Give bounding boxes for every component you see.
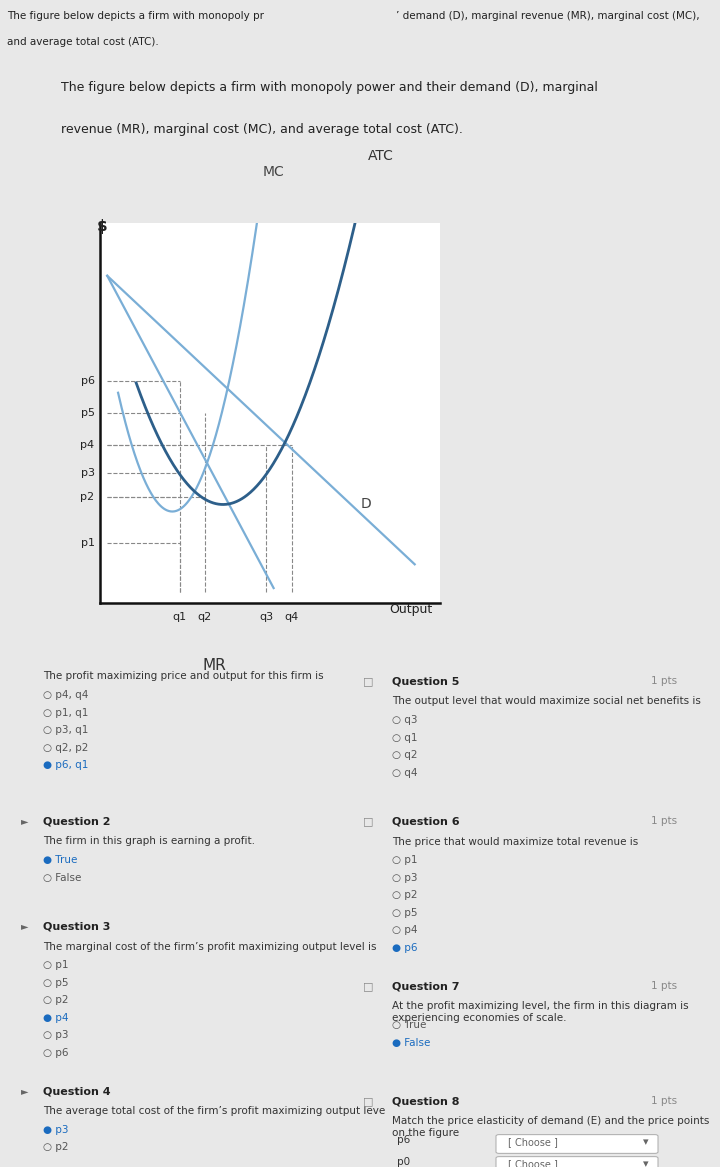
Text: D: D	[361, 497, 372, 511]
Text: ○ p1: ○ p1	[392, 855, 418, 865]
Text: p1: p1	[81, 538, 94, 548]
Text: ○ p5: ○ p5	[392, 908, 418, 917]
Text: ○ p2: ○ p2	[43, 1142, 69, 1153]
Text: The average total cost of the firm’s profit maximizing output level is: The average total cost of the firm’s pro…	[43, 1106, 400, 1116]
Text: ○ p4: ○ p4	[392, 925, 418, 935]
Text: □: □	[362, 981, 373, 991]
Text: ○ p2: ○ p2	[392, 890, 418, 900]
Text: ○ p3, q1: ○ p3, q1	[43, 725, 89, 735]
Text: Output: Output	[390, 603, 433, 616]
Text: ○ True: ○ True	[392, 1020, 427, 1030]
Text: The price that would maximize total revenue is: The price that would maximize total reve…	[392, 837, 639, 846]
Text: ○ q4: ○ q4	[392, 768, 418, 777]
Text: Question 5: Question 5	[392, 676, 460, 686]
Text: Question 8: Question 8	[392, 1096, 460, 1106]
Text: and average total cost (ATC).: and average total cost (ATC).	[7, 37, 159, 48]
Text: p6: p6	[81, 376, 94, 386]
Text: ATC: ATC	[368, 148, 394, 162]
Text: p5: p5	[81, 408, 94, 418]
Text: $: $	[96, 218, 107, 233]
Text: ● p4: ● p4	[43, 1013, 69, 1022]
Text: q2: q2	[198, 612, 212, 622]
Text: □: □	[362, 676, 373, 686]
Text: p2: p2	[81, 492, 94, 503]
Text: ’ demand (D), marginal revenue (MR), marginal cost (MC),: ’ demand (D), marginal revenue (MR), mar…	[396, 11, 700, 21]
Text: Question 2: Question 2	[43, 816, 111, 826]
Text: ○ p3: ○ p3	[43, 1030, 69, 1040]
Text: ○ q2, p2: ○ q2, p2	[43, 742, 89, 753]
Text: The firm in this graph is earning a profit.: The firm in this graph is earning a prof…	[43, 836, 256, 846]
Text: The profit maximizing price and output for this firm is: The profit maximizing price and output f…	[43, 671, 324, 682]
Text: □: □	[362, 816, 373, 826]
Text: p3: p3	[81, 468, 94, 477]
Text: ● True: ● True	[43, 855, 78, 865]
Text: Question 4: Question 4	[43, 1086, 111, 1096]
Text: The marginal cost of the firm’s profit maximizing output level is: The marginal cost of the firm’s profit m…	[43, 942, 377, 951]
Text: p6: p6	[397, 1135, 410, 1145]
Text: At the profit maximizing level, the firm in this diagram is experiencing economi: At the profit maximizing level, the firm…	[392, 1001, 689, 1022]
Text: The figure below depicts a firm with monopoly pr: The figure below depicts a firm with mon…	[7, 11, 264, 21]
Text: revenue (MR), marginal cost (MC), and average total cost (ATC).: revenue (MR), marginal cost (MC), and av…	[61, 123, 463, 135]
Text: □: □	[362, 1096, 373, 1106]
Text: ● p6: ● p6	[392, 943, 418, 952]
Text: ►: ►	[21, 816, 28, 826]
Text: ○ q3: ○ q3	[392, 715, 418, 725]
Text: The output level that would maximize social net benefits is: The output level that would maximize soc…	[392, 697, 701, 706]
Text: ○ q1: ○ q1	[392, 733, 418, 742]
Text: ▾: ▾	[643, 1159, 649, 1167]
Text: [ Choose ]: [ Choose ]	[508, 1159, 558, 1167]
Text: ▾: ▾	[643, 1137, 649, 1147]
Text: MR: MR	[202, 658, 226, 673]
Text: p4: p4	[81, 440, 94, 449]
Text: 1 pts: 1 pts	[652, 816, 678, 826]
Text: Question 3: Question 3	[43, 921, 111, 931]
Text: ○ p5: ○ p5	[43, 978, 69, 987]
Text: ○ q2: ○ q2	[392, 750, 418, 760]
Text: 1 pts: 1 pts	[652, 676, 678, 686]
Text: 1 pts: 1 pts	[652, 1096, 678, 1106]
Text: ○ p4, q4: ○ p4, q4	[43, 690, 89, 700]
Text: 1 pts: 1 pts	[652, 981, 678, 991]
Text: The figure below depicts a firm with monopoly power and their demand (D), margin: The figure below depicts a firm with mon…	[61, 81, 598, 93]
Text: ● p3: ● p3	[43, 1125, 69, 1135]
Text: Question 7: Question 7	[392, 981, 460, 991]
Text: ○ p6: ○ p6	[43, 1048, 69, 1057]
Text: ● p6, q1: ● p6, q1	[43, 760, 89, 770]
Text: MC: MC	[263, 166, 284, 180]
Text: q3: q3	[259, 612, 274, 622]
Text: ● False: ● False	[392, 1037, 431, 1048]
Text: ○ False: ○ False	[43, 873, 82, 882]
Text: ►: ►	[21, 921, 28, 931]
FancyBboxPatch shape	[496, 1134, 658, 1153]
Text: ○ p2: ○ p2	[43, 995, 69, 1005]
Text: Question 6: Question 6	[392, 816, 460, 826]
Text: ○ p1, q1: ○ p1, q1	[43, 707, 89, 718]
Text: q1: q1	[173, 612, 186, 622]
Text: p0: p0	[397, 1156, 410, 1167]
Text: ○ p3: ○ p3	[392, 873, 418, 882]
Text: q4: q4	[284, 612, 299, 622]
Text: Match the price elasticity of demand (E) and the price points on the figure: Match the price elasticity of demand (E)…	[392, 1117, 710, 1138]
Text: ○ p1: ○ p1	[43, 960, 69, 970]
Text: ►: ►	[21, 1086, 28, 1096]
Text: [ Choose ]: [ Choose ]	[508, 1137, 558, 1147]
FancyBboxPatch shape	[496, 1156, 658, 1167]
